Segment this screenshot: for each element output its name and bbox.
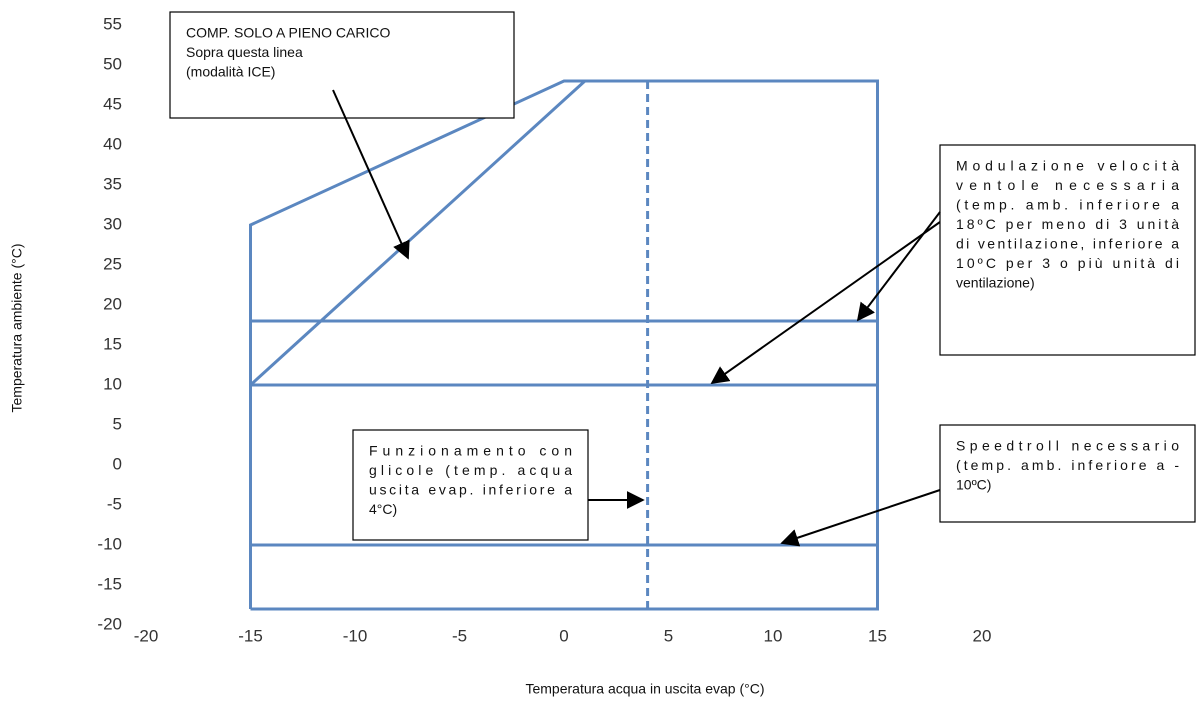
annotation-text: (temp. amb. inferiore a -	[956, 457, 1179, 473]
y-tick-label: -20	[97, 614, 122, 633]
x-tick-label: 10	[764, 626, 783, 645]
annotation-text: 4°C)	[369, 501, 397, 517]
annotation-text: 10ºC per 3 o più unità di	[956, 255, 1179, 271]
annotation-arrow	[780, 489, 941, 547]
x-axis-label: Temperatura acqua in uscita evap (°C)	[525, 681, 764, 697]
y-tick-label: 45	[103, 94, 122, 113]
x-tick-label: 15	[868, 626, 887, 645]
annotation-box	[352, 429, 589, 541]
annotation-arrow	[332, 89, 410, 260]
annotation-text: uscita evap. inferiore a	[369, 482, 572, 498]
annotation-box	[169, 11, 515, 119]
y-tick-label: -5	[107, 494, 122, 513]
annotation-text: 10ºC)	[956, 477, 991, 493]
y-tick-label: 55	[103, 14, 122, 33]
y-tick-label: 25	[103, 254, 122, 273]
y-tick-label: -10	[97, 534, 122, 553]
y-tick-label: 35	[103, 174, 122, 193]
x-tick-label: -15	[238, 626, 263, 645]
annotation-text: COMP. SOLO A PIENO CARICO	[186, 25, 390, 41]
annotation-text: Sopra questa linea	[186, 44, 303, 60]
envelope-line	[249, 79, 586, 387]
x-tick-label: 20	[973, 626, 992, 645]
annotation-box	[939, 144, 1196, 356]
y-axis-label: Temperatura ambiente (°C)	[9, 244, 25, 413]
x-tick-label: -20	[134, 626, 159, 645]
y-tick-label: 30	[103, 214, 122, 233]
x-tick-label: 5	[664, 626, 673, 645]
annotation-arrow	[710, 221, 941, 385]
y-tick-label: 10	[103, 374, 122, 393]
annotation-text: 18ºC per meno di 3 unità	[956, 216, 1179, 232]
annotation-text: ventilazione)	[956, 275, 1035, 291]
envelope-line	[249, 79, 879, 611]
y-tick-label: 15	[103, 334, 122, 353]
y-tick-label: 40	[103, 134, 122, 153]
annotation-arrow	[856, 211, 941, 322]
x-tick-label: 0	[559, 626, 568, 645]
annotation-text: Modulazione velocità	[956, 158, 1179, 174]
y-tick-label: -15	[97, 574, 122, 593]
annotation-text: (modalità ICE)	[186, 64, 275, 80]
x-tick-label: -10	[343, 626, 368, 645]
y-tick-label: 50	[103, 54, 122, 73]
y-tick-label: 20	[103, 294, 122, 313]
x-tick-label: -5	[452, 626, 467, 645]
y-tick-label: 0	[113, 454, 122, 473]
annotation-text: Funzionamento con	[369, 443, 572, 459]
annotation-box	[939, 424, 1196, 523]
y-tick-label: 5	[113, 414, 122, 433]
annotation-text: (temp. amb. inferiore a	[956, 197, 1179, 213]
